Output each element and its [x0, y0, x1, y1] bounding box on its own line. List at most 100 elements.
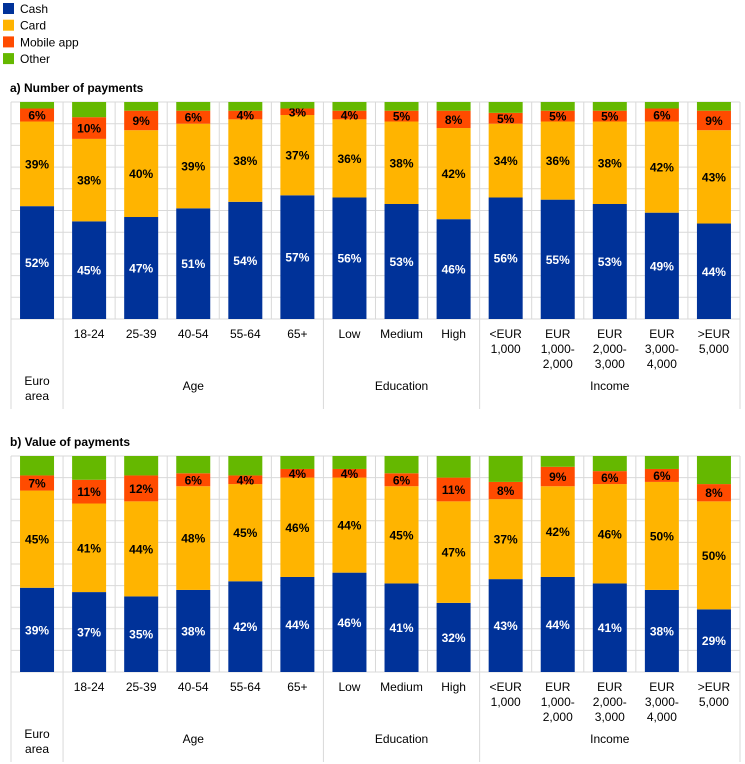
category-label: EUR [649, 327, 675, 341]
bar-segment-other [436, 456, 471, 478]
bar-segment-other [20, 456, 55, 476]
bar-segment-other [540, 102, 575, 111]
data-label: 36% [337, 152, 361, 166]
bar-segment-card [488, 123, 523, 198]
category-label: 2,000- [593, 342, 627, 356]
bar-segment-cash [176, 208, 211, 319]
data-label: 8% [705, 486, 723, 500]
bar-segment-card [436, 128, 471, 220]
bar-segment-cash [228, 201, 263, 319]
data-label: 11% [77, 485, 101, 499]
data-label: 44% [285, 618, 309, 632]
bar-segment-mobile-app [696, 484, 731, 502]
category-label: <EUR [489, 327, 522, 341]
data-label: 49% [650, 259, 674, 273]
category-label: 3,000 [595, 710, 625, 724]
bar-segment-cash [592, 583, 627, 672]
legend-swatch-card [3, 19, 14, 31]
data-label: 39% [25, 157, 49, 171]
bar-segment-cash [540, 576, 575, 672]
category-label: 2,000 [543, 710, 573, 724]
bar-segment-other [488, 102, 523, 113]
data-label: 3% [289, 105, 307, 119]
data-label: 37% [494, 533, 518, 547]
data-label: 38% [77, 174, 101, 188]
data-label: 46% [285, 521, 309, 535]
data-label: 53% [598, 255, 622, 269]
bar-segment-mobile-app [228, 475, 263, 485]
bar-segment-mobile-app [644, 468, 679, 482]
bar-segment-other [540, 456, 575, 467]
bar-segment-other [280, 102, 315, 109]
category-label: Medium [380, 680, 423, 694]
bar-segment-cash [488, 197, 523, 319]
bar-segment-mobile-app [176, 473, 211, 487]
data-label: 42% [442, 167, 466, 181]
category-label: 5,000 [699, 342, 729, 356]
data-label: 37% [285, 149, 309, 163]
data-label: 47% [442, 546, 466, 560]
bar-segment-mobile-app [592, 110, 627, 122]
data-label: 50% [702, 549, 726, 563]
chart-title: a) Number of payments [10, 81, 144, 95]
bar-segment-cash [72, 592, 107, 672]
data-label: 41% [598, 621, 622, 635]
data-label: 4% [237, 473, 255, 487]
category-label: 40-54 [178, 680, 209, 694]
bar-segment-card [20, 490, 55, 588]
data-label: 56% [494, 252, 518, 266]
bar-segment-other [72, 456, 107, 480]
category-label: 1,000 [491, 342, 521, 356]
bar-segment-card [384, 486, 419, 584]
bar-segment-mobile-app [644, 108, 679, 122]
data-label: 56% [337, 252, 361, 266]
bar-segment-mobile-app [488, 481, 523, 500]
bar-segment-mobile-app [20, 108, 55, 122]
category-label: <EUR [489, 680, 522, 694]
category-label: High [441, 680, 466, 694]
bar-segment-other [644, 102, 679, 109]
data-label: 44% [129, 542, 153, 556]
bar-segment-card [176, 486, 211, 590]
data-label: 42% [233, 620, 257, 634]
data-label: 9% [705, 114, 723, 128]
bar-segment-mobile-app [540, 110, 575, 122]
legend-swatch-mobile-app [3, 36, 14, 48]
category-label: 4,000 [647, 710, 677, 724]
category-label: >EUR [698, 327, 731, 341]
category-label: 2,000 [543, 357, 573, 371]
category-label: 3,000 [595, 357, 625, 371]
bar-segment-other [592, 102, 627, 111]
data-label: 4% [341, 467, 359, 481]
data-label: 46% [337, 616, 361, 630]
bar-segment-other [332, 456, 367, 469]
data-label: 6% [653, 469, 671, 483]
data-label: 51% [181, 257, 205, 271]
category-label: EUR [649, 680, 675, 694]
bar-segment-cash [20, 206, 55, 319]
data-label: 45% [233, 526, 257, 540]
bar-segment-card [72, 503, 107, 593]
bar-segment-card [176, 123, 211, 209]
bar-segment-other [176, 456, 211, 474]
bar-segment-mobile-app [124, 475, 159, 502]
bar-segment-card [332, 119, 367, 198]
data-label: 29% [702, 634, 726, 648]
bar-segment-card [20, 121, 55, 207]
bar-segment-cash [280, 576, 315, 672]
category-label: 18-24 [74, 680, 105, 694]
bar-segment-mobile-app [384, 473, 419, 487]
data-label: 45% [77, 264, 101, 278]
category-label: 2,000- [593, 695, 627, 709]
data-label: 55% [546, 253, 570, 267]
bar-segment-card [696, 501, 731, 610]
data-label: 6% [185, 473, 203, 487]
category-label: area [25, 389, 49, 403]
chart-title: b) Value of payments [10, 435, 130, 449]
bar-segment-card [644, 121, 679, 213]
data-label: 54% [233, 254, 257, 268]
data-label: 5% [497, 112, 515, 126]
bar-segment-other [124, 456, 159, 476]
